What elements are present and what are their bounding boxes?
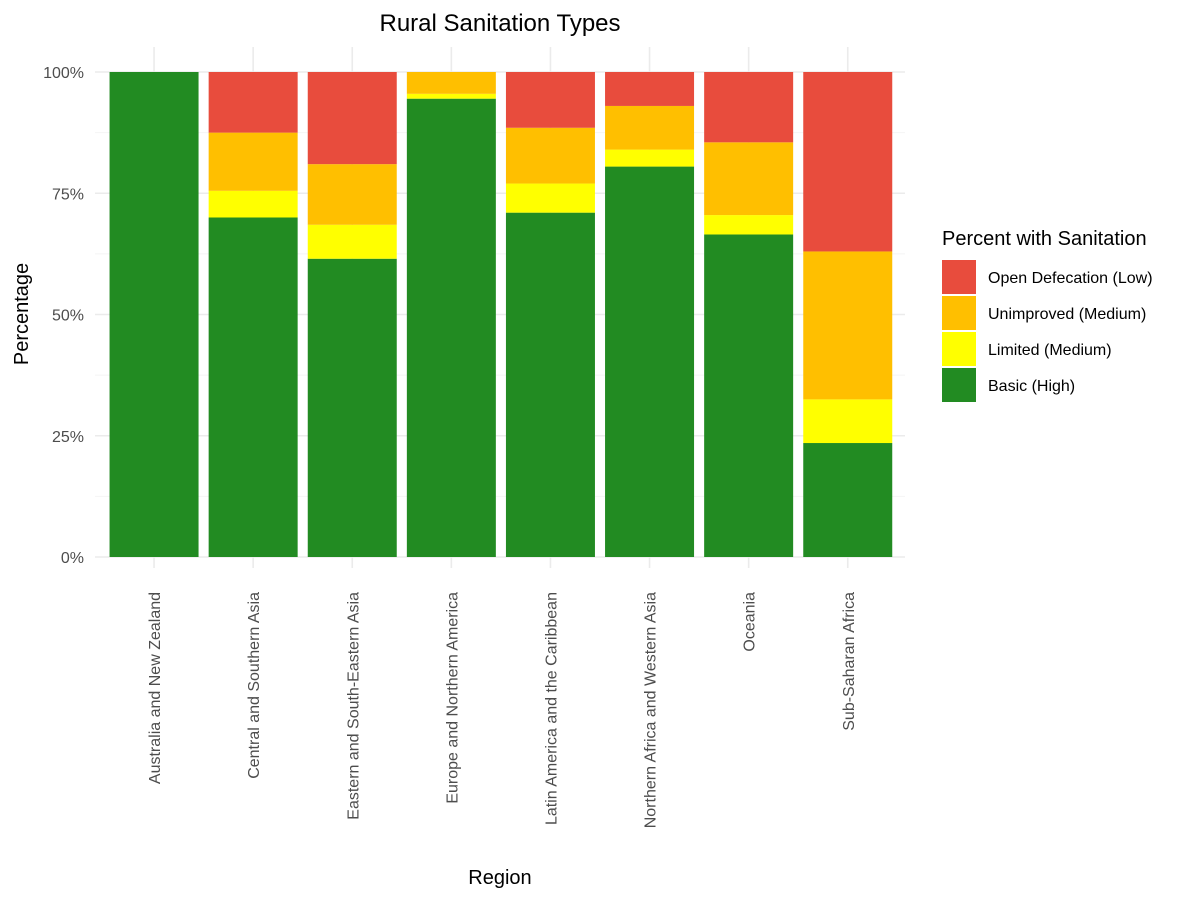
bar-segment-unimproved-medium-2 bbox=[307, 164, 397, 225]
x-axis-ticks: Australia and New Zealand Central and Sou… bbox=[147, 592, 858, 828]
bar-segment-basic-high-6 bbox=[704, 234, 794, 557]
bar-segment-open-defecation-low-1 bbox=[208, 72, 298, 133]
legend: Percent with Sanitation Open Defecation … bbox=[942, 228, 1153, 402]
bar-segment-limited-medium-6 bbox=[704, 215, 794, 235]
x-tick-label: Europe and Northern America bbox=[444, 592, 461, 804]
x-tick-label: Australia and New Zealand bbox=[147, 592, 164, 784]
legend-title: Percent with Sanitation bbox=[942, 228, 1147, 250]
legend-swatch bbox=[942, 296, 976, 330]
y-axis-title: Percentage bbox=[11, 263, 33, 365]
legend-items: Open Defecation (Low) Unimproved (Medium)… bbox=[942, 260, 1153, 402]
x-tick-label: Central and Southern Asia bbox=[246, 592, 263, 779]
bar-segment-basic-high-5 bbox=[605, 166, 695, 557]
y-tick-label: 75% bbox=[52, 186, 84, 203]
legend-swatch bbox=[942, 368, 976, 402]
bar-segment-basic-high-1 bbox=[208, 217, 298, 557]
bar-segment-limited-medium-4 bbox=[505, 183, 595, 213]
legend-label: Open Defecation (Low) bbox=[988, 270, 1153, 287]
y-axis-ticks: 0% 25% 50% 75% 100% bbox=[43, 65, 84, 567]
legend-label: Limited (Medium) bbox=[988, 342, 1112, 359]
chart-title: Rural Sanitation Types bbox=[379, 10, 620, 37]
x-tick-label: Oceania bbox=[742, 592, 759, 652]
y-tick-label: 25% bbox=[52, 429, 84, 446]
x-tick-label: Northern Africa and Western Asia bbox=[643, 592, 660, 828]
x-tick-label: Latin America and the Caribbean bbox=[543, 592, 560, 825]
legend-label: Basic (High) bbox=[988, 378, 1075, 395]
x-tick-label: Sub-Saharan Africa bbox=[841, 592, 858, 731]
bar-segment-basic-high-3 bbox=[406, 98, 496, 558]
bar-segment-open-defecation-low-5 bbox=[605, 72, 695, 106]
bar-segment-open-defecation-low-6 bbox=[704, 72, 794, 143]
bar-segment-limited-medium-2 bbox=[307, 224, 397, 259]
bar-segment-open-defecation-low-7 bbox=[803, 72, 893, 252]
bar-segment-limited-medium-5 bbox=[605, 149, 695, 167]
bar-segment-basic-high-7 bbox=[803, 443, 893, 557]
bar-segment-unimproved-medium-1 bbox=[208, 132, 298, 191]
bar-segment-basic-high-4 bbox=[505, 212, 595, 557]
bar-segment-limited-medium-3 bbox=[406, 93, 496, 99]
x-tick-label: Eastern and South-Eastern Asia bbox=[345, 592, 362, 820]
y-tick-label: 100% bbox=[43, 65, 84, 82]
bar-segment-limited-medium-7 bbox=[803, 399, 893, 444]
legend-swatch bbox=[942, 260, 976, 294]
bar-segment-open-defecation-low-4 bbox=[505, 72, 595, 128]
bar-segment-unimproved-medium-3 bbox=[406, 72, 496, 94]
bar-segment-basic-high-0 bbox=[109, 72, 199, 557]
y-tick-label: 50% bbox=[52, 308, 84, 325]
bar-segment-basic-high-2 bbox=[307, 258, 397, 557]
legend-swatch bbox=[942, 332, 976, 366]
bar-segment-unimproved-medium-6 bbox=[704, 142, 794, 216]
bar-segment-open-defecation-low-2 bbox=[307, 72, 397, 165]
bar-segment-unimproved-medium-7 bbox=[803, 251, 893, 400]
bar-segment-unimproved-medium-4 bbox=[505, 127, 595, 184]
bar-segment-limited-medium-1 bbox=[208, 190, 298, 218]
bars bbox=[109, 72, 893, 558]
legend-label: Unimproved (Medium) bbox=[988, 306, 1146, 323]
x-axis-title: Region bbox=[468, 867, 531, 889]
bar-segment-unimproved-medium-5 bbox=[605, 105, 695, 150]
y-tick-label: 0% bbox=[61, 550, 84, 567]
